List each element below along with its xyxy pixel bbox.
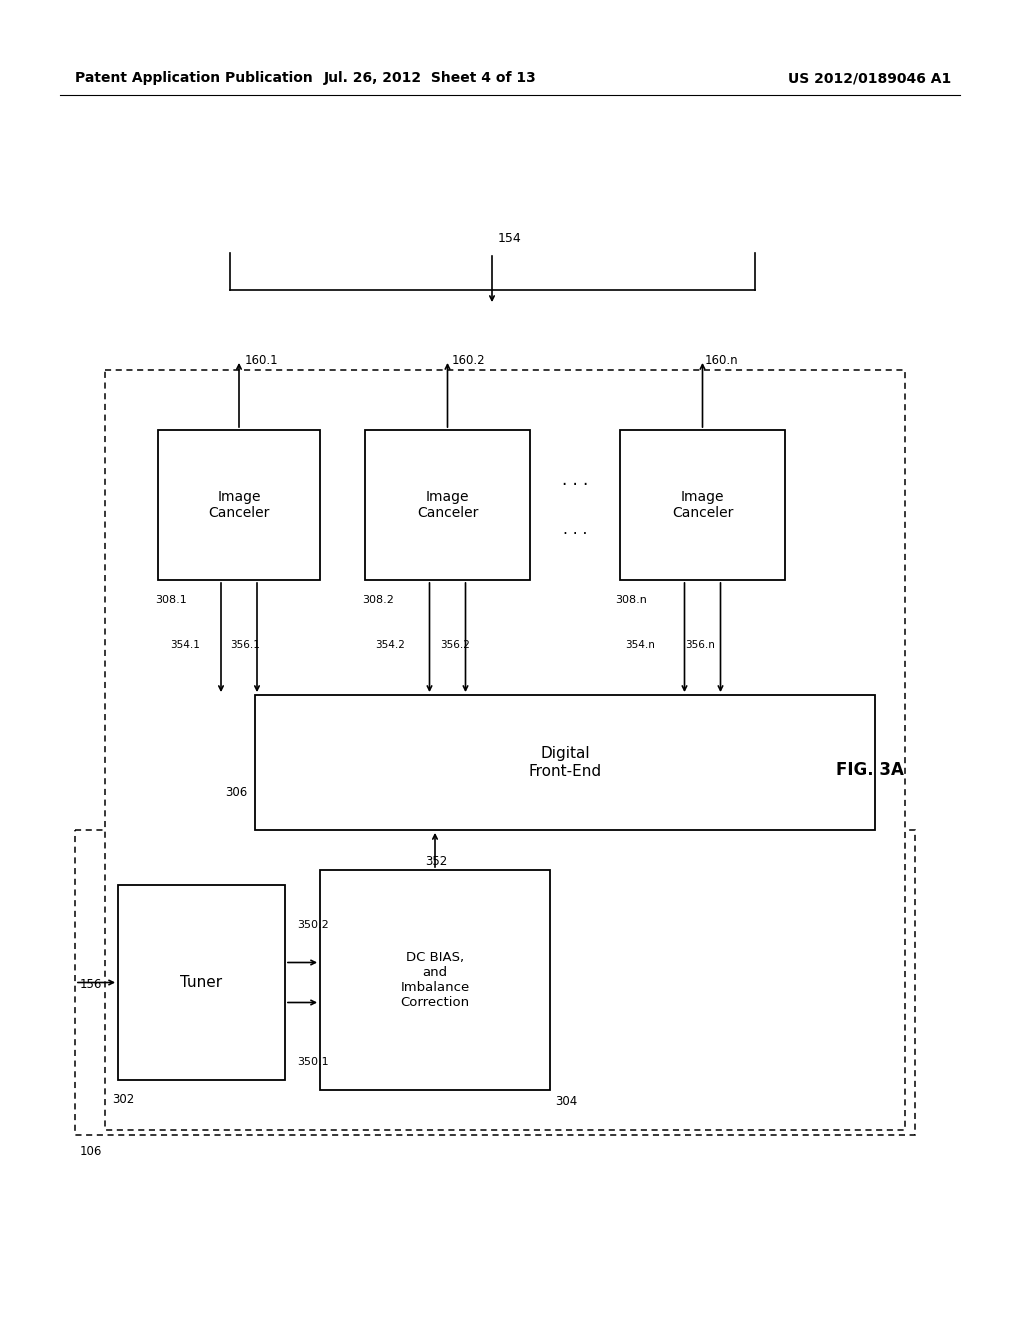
Text: 354.1: 354.1 bbox=[170, 640, 200, 649]
Text: DC BIAS,
and
Imbalance
Correction: DC BIAS, and Imbalance Correction bbox=[400, 950, 470, 1008]
Text: 356.2: 356.2 bbox=[440, 640, 470, 649]
Text: Jul. 26, 2012  Sheet 4 of 13: Jul. 26, 2012 Sheet 4 of 13 bbox=[324, 71, 537, 84]
Bar bbox=[620, 430, 785, 579]
Text: 354.2: 354.2 bbox=[375, 640, 404, 649]
Text: . . .: . . . bbox=[562, 471, 588, 488]
Text: 160.1: 160.1 bbox=[245, 354, 279, 367]
Bar bbox=[105, 370, 905, 1130]
Text: 356.n: 356.n bbox=[685, 640, 715, 649]
Text: 354.n: 354.n bbox=[625, 640, 655, 649]
Text: . . .: . . . bbox=[563, 523, 587, 537]
Text: 306: 306 bbox=[224, 785, 247, 799]
Text: 304: 304 bbox=[555, 1096, 578, 1107]
Bar bbox=[75, 830, 915, 1135]
Text: Image
Canceler: Image Canceler bbox=[208, 490, 269, 520]
Text: 350.2: 350.2 bbox=[297, 920, 329, 931]
Text: US 2012/0189046 A1: US 2012/0189046 A1 bbox=[788, 71, 951, 84]
Text: 356.1: 356.1 bbox=[230, 640, 260, 649]
Text: 154: 154 bbox=[498, 232, 522, 246]
Text: 308.1: 308.1 bbox=[155, 595, 186, 605]
Text: 302: 302 bbox=[112, 1093, 134, 1106]
Text: FIG. 3A: FIG. 3A bbox=[836, 762, 904, 779]
Bar bbox=[365, 430, 530, 579]
Text: Image
Canceler: Image Canceler bbox=[417, 490, 478, 520]
Text: 308.2: 308.2 bbox=[362, 595, 394, 605]
Bar bbox=[255, 696, 874, 830]
Text: 106: 106 bbox=[80, 1144, 102, 1158]
Text: Digital
Front-End: Digital Front-End bbox=[528, 746, 601, 779]
Text: 308.n: 308.n bbox=[615, 595, 647, 605]
Text: 160.2: 160.2 bbox=[452, 354, 485, 367]
Bar bbox=[158, 430, 319, 579]
Text: 160.n: 160.n bbox=[705, 354, 738, 367]
Bar bbox=[319, 870, 550, 1090]
Text: 352: 352 bbox=[425, 855, 447, 869]
Text: Patent Application Publication: Patent Application Publication bbox=[75, 71, 312, 84]
Text: 156: 156 bbox=[80, 978, 102, 991]
Text: 350.1: 350.1 bbox=[297, 1057, 329, 1067]
Bar bbox=[118, 884, 285, 1080]
Text: Image
Canceler: Image Canceler bbox=[672, 490, 733, 520]
Text: Tuner: Tuner bbox=[180, 975, 222, 990]
